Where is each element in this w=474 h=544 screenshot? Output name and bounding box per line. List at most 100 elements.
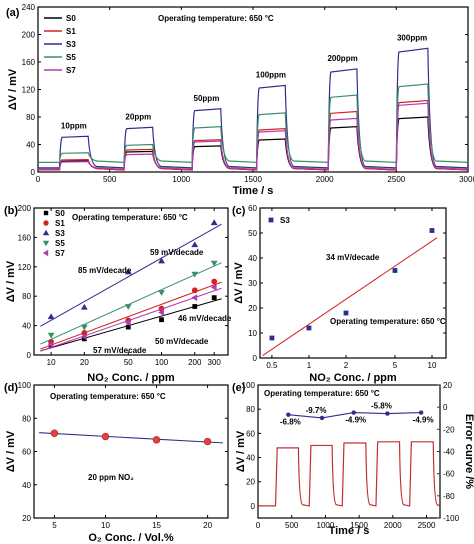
- data-point-S0: [159, 317, 164, 323]
- data-point: [203, 437, 212, 446]
- x-tick-label: 500: [285, 521, 299, 530]
- legend-entry: S0: [55, 209, 65, 218]
- x-tick-label: 200: [188, 358, 202, 367]
- x-tick-label: 20: [80, 358, 89, 367]
- legend-entry: S7: [66, 66, 76, 75]
- data-point-S0: [192, 304, 198, 309]
- data-point-S5: [210, 260, 218, 267]
- slope-label: 85 mV/decade: [78, 266, 132, 275]
- x-tick-label: 2500: [387, 175, 405, 184]
- series-line-S7: [38, 102, 469, 170]
- data-point-S7: [47, 341, 54, 349]
- y-tick-label: 0: [31, 168, 36, 177]
- data-point-S3: [210, 219, 218, 226]
- error-label: -6.8%: [280, 418, 301, 427]
- y-tick-label: 240: [22, 3, 36, 12]
- y-tick-label: 60: [22, 448, 31, 457]
- x-axis-label: O₂ Conc. / Vol.%: [88, 532, 174, 544]
- annotation: Operating temperature: 650 °C: [72, 213, 188, 222]
- data-point-S7: [124, 319, 131, 327]
- panel-c: 0.5 1 2 5 10 0 10 20 30 40 50 60(c) NO₂ Conc. / ppm Δ…: [232, 204, 447, 384]
- data-point-S3: [80, 303, 88, 310]
- y-tick-label: 160: [22, 58, 36, 67]
- data-point-S7: [80, 333, 87, 341]
- data-point-S0: [125, 324, 131, 330]
- panel-label: (c): [232, 205, 246, 217]
- fit-line-S7: [40, 287, 222, 352]
- x-tick-label: 0.5: [266, 361, 278, 370]
- y-tick-label: 40: [26, 141, 35, 150]
- data-point-S5: [191, 271, 199, 278]
- y-tick-label: 80: [246, 405, 255, 414]
- x-tick-label: 2500: [418, 521, 436, 530]
- x-axis-label: NO₂ Conc. / ppm: [309, 372, 397, 384]
- data-point-S3: [191, 241, 199, 248]
- x-tick-label: 2: [344, 361, 349, 370]
- legend-entry: S3: [280, 216, 290, 225]
- concentration-label: 200ppm: [327, 54, 357, 63]
- x-tick-label: 1000: [172, 175, 190, 184]
- data-point-S7: [158, 308, 164, 316]
- legend-entry: S7: [55, 249, 65, 258]
- x-tick-label: 10: [428, 361, 437, 370]
- series-line-S1: [38, 99, 469, 171]
- data-point-S5: [158, 290, 165, 296]
- y-tick-label: 50: [248, 229, 257, 238]
- data-point: [50, 429, 59, 437]
- concentration-label: 100ppm: [256, 70, 286, 79]
- x-tick-label: 5: [52, 521, 57, 530]
- concentration-label: 20ppm: [125, 112, 151, 121]
- error-label: -5.8%: [371, 402, 392, 411]
- plot-frame: [33, 384, 229, 519]
- fit-line-S5: [40, 262, 222, 345]
- data-point-S7: [191, 294, 198, 302]
- legend-entry: S5: [55, 239, 65, 248]
- y2-axis-label: Error curve /%: [463, 414, 474, 489]
- fit-line-S0: [40, 298, 222, 352]
- y-tick-label: 40: [248, 254, 257, 263]
- y-tick-label: 20: [22, 514, 31, 523]
- y-tick-label: 40: [22, 481, 31, 490]
- panel-label: (b): [4, 205, 18, 217]
- x-axis-label: NO₂ Conc. / ppm: [87, 372, 175, 384]
- legend-marker: [42, 240, 50, 247]
- data-point-S5: [124, 304, 132, 310]
- fit-line-S3: [40, 223, 222, 327]
- plot-frame: [257, 384, 441, 519]
- slope-label: 34 mV/decade: [326, 253, 380, 262]
- y-tick-label: 80: [26, 113, 35, 122]
- error-point: [319, 415, 325, 421]
- y-tick-label: 40: [22, 322, 31, 331]
- legend-entry: S3: [66, 40, 76, 49]
- series-line-S3: [38, 47, 469, 169]
- slope-label: 50 mV/decade: [155, 337, 209, 346]
- fit-line: [262, 237, 438, 357]
- data-point-S0: [81, 336, 87, 342]
- x-tick-label: 2000: [316, 175, 334, 184]
- concentration-label: 300ppm: [397, 33, 427, 42]
- x-tick-label: 10: [47, 358, 56, 367]
- legend-entry: S5: [66, 53, 76, 62]
- x-tick-label: 5: [393, 361, 398, 370]
- x-tick-label: 0: [36, 175, 41, 184]
- data-point-S0: [211, 295, 217, 301]
- data-point: [101, 432, 110, 441]
- plot-frame: [37, 6, 469, 173]
- error-point: [385, 411, 390, 416]
- y-tick-label: 200: [22, 31, 36, 40]
- fit-line: [39, 432, 223, 444]
- annotation: Operating temperature: 650 °C: [50, 392, 166, 401]
- annotation: Operating temperature: 650 °C: [330, 317, 446, 326]
- panel-label: (d): [4, 382, 18, 394]
- annotation: Operating temperature: 650 °C: [264, 389, 380, 398]
- slope-label: 46 mV/decade: [178, 314, 232, 323]
- response-line: [258, 441, 441, 507]
- x-tick-label: 1500: [244, 175, 262, 184]
- plot-frame: [259, 207, 447, 359]
- data-point: [343, 310, 349, 316]
- legend-marker: [43, 210, 49, 216]
- y-axis-label: ΔV / mV: [233, 262, 245, 304]
- concentration-label: 10ppm: [61, 121, 87, 130]
